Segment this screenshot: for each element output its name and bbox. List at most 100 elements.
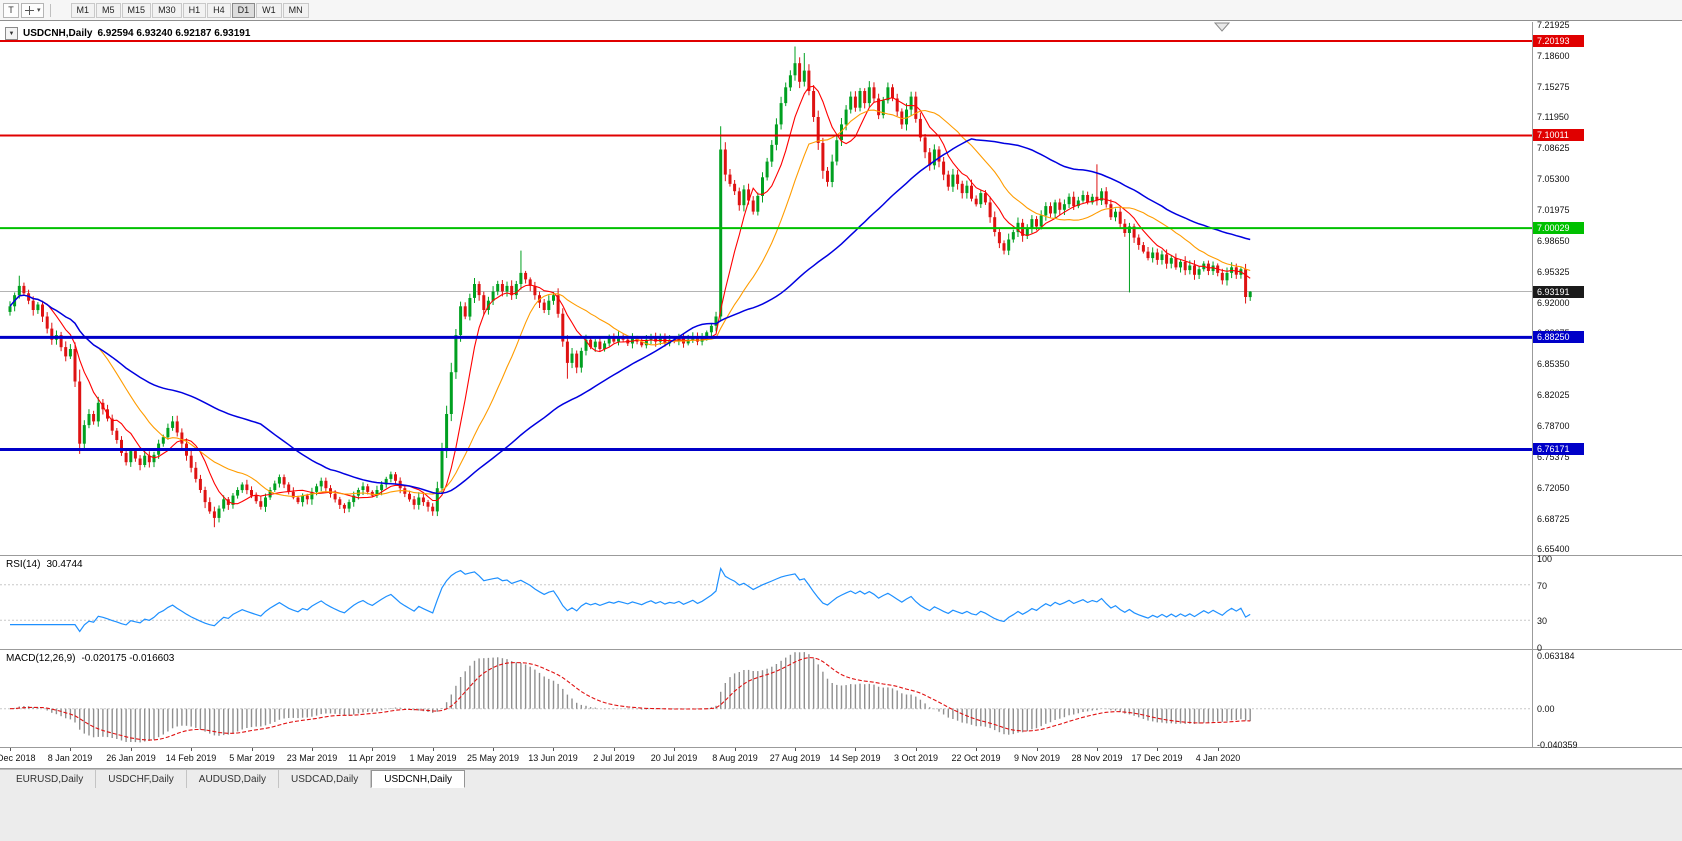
date-tick — [553, 748, 554, 751]
price-scale-label: 6.95325 — [1537, 267, 1570, 277]
date-label: 27 Aug 2019 — [769, 753, 821, 763]
chart-tabs: EURUSD,Daily USDCHF,Daily AUDUSD,Daily USDC… — [0, 770, 1682, 788]
panel-separator[interactable] — [0, 555, 1682, 556]
macd-name: MACD(12,26,9) — [6, 653, 76, 664]
chart-tab-eurusd-daily[interactable]: EURUSD,Daily — [4, 770, 97, 788]
date-tick — [1218, 748, 1219, 751]
date-tick — [312, 748, 313, 751]
chart-collapse-button[interactable]: ▼ — [5, 27, 18, 40]
date-label: 14 Sep 2019 — [829, 753, 881, 763]
chart-tab-usdcad-daily[interactable]: USDCAD,Daily — [279, 770, 372, 788]
price-scale-label: 7.15275 — [1537, 82, 1570, 92]
timeframe-button-h1[interactable]: H1 — [182, 2, 207, 18]
timeframe-button-h4[interactable]: H4 — [207, 2, 231, 18]
date-label: 5 Mar 2019 — [229, 753, 275, 763]
price-scale-label: 6.92000 — [1537, 298, 1570, 308]
timeframe-button-m5[interactable]: M5 — [96, 2, 121, 18]
date-tick — [372, 748, 373, 751]
price-scale-label: 7.18600 — [1537, 51, 1570, 61]
macd-label: MACD(12,26,9) -0.020175 -0.016603 — [6, 653, 174, 664]
date-tick — [855, 748, 856, 751]
date-label: 17 Dec 2019 — [1131, 753, 1183, 763]
chart-tab-bar: EURUSD,Daily USDCHF,Daily AUDUSD,Daily USDC… — [0, 769, 1682, 841]
rsi-scale-label: 0 — [1537, 643, 1543, 653]
rsi-panel-canvas[interactable] — [0, 556, 1532, 649]
date-label: 8 Jan 2019 — [47, 753, 93, 763]
price-scale-label: 6.68725 — [1537, 514, 1570, 524]
price-badge: 7.00029 — [1533, 222, 1584, 234]
cursor-tool-button[interactable]: ▾ — [21, 2, 44, 18]
date-tick — [10, 748, 11, 751]
date-label: 22 Oct 2019 — [951, 753, 1001, 763]
price-scale-label: 7.11950 — [1537, 112, 1569, 122]
timeframe-group: M1 M5 M15 M30 H1 H4 D1 W1 MN — [70, 2, 309, 18]
price-badge: 6.76171 — [1533, 443, 1584, 455]
macd-panel-canvas[interactable] — [0, 650, 1532, 747]
date-label: 4 Jan 2020 — [1195, 753, 1241, 763]
chart-title-ohlc: 6.92594 6.93240 6.92187 6.93191 — [97, 28, 251, 39]
rsi-name: RSI(14) — [6, 559, 41, 570]
date-tick — [1157, 748, 1158, 751]
main-chart-canvas[interactable] — [0, 22, 1532, 555]
timeframe-button-m15[interactable]: M15 — [121, 2, 152, 18]
price-axis-separator — [1532, 22, 1533, 747]
macd-scale-label: 0.00 — [1537, 704, 1555, 714]
date-label: 8 Aug 2019 — [712, 753, 758, 763]
price-badge: 7.20193 — [1533, 35, 1584, 47]
panel-separator — [0, 747, 1682, 748]
date-tick — [735, 748, 736, 751]
rsi-scale-label: 30 — [1537, 616, 1548, 626]
date-label: 26 Jan 2019 — [106, 753, 156, 763]
price-scale-label: 7.08625 — [1537, 143, 1570, 153]
date-tick — [433, 748, 434, 751]
chart-title: ▼ USDCNH,Daily 6.92594 6.93240 6.92187 6… — [5, 27, 250, 40]
date-label: 3 Oct 2019 — [893, 753, 939, 763]
chart-shift-marker[interactable] — [1213, 22, 1231, 32]
date-tick — [916, 748, 917, 751]
ma-line-slow-ma — [9, 138, 1251, 495]
date-label: 28 Nov 2019 — [1071, 753, 1123, 763]
date-tick — [674, 748, 675, 751]
timeframe-button-w1[interactable]: W1 — [256, 2, 282, 18]
date-label: 20 Dec 2018 — [0, 753, 36, 763]
price-scale-label: 6.82025 — [1537, 390, 1570, 400]
chart-tab-usdchf-daily[interactable]: USDCHF,Daily — [96, 770, 187, 788]
timeframe-button-m1[interactable]: M1 — [70, 2, 96, 18]
price-badge: 7.10011 — [1533, 129, 1584, 141]
toolbar-separator — [49, 3, 51, 17]
candlestick-series — [8, 46, 1252, 528]
macd-values: -0.020175 -0.016603 — [81, 653, 175, 664]
crosshair-icon — [25, 5, 34, 15]
date-tick — [131, 748, 132, 751]
timeframe-button-d1[interactable]: D1 — [231, 2, 256, 18]
price-scale-label: 7.05300 — [1537, 174, 1570, 184]
toolbar-button-t[interactable]: T — [3, 2, 19, 18]
axis-bottom-line — [0, 768, 1682, 769]
rsi-label: RSI(14) 30.4744 — [6, 559, 83, 570]
price-scale-label: 7.01975 — [1537, 205, 1570, 215]
timeframe-button-mn[interactable]: MN — [282, 2, 309, 18]
chart-tab-usdcnh-daily[interactable]: USDCNH,Daily — [371, 770, 466, 788]
date-label: 14 Feb 2019 — [165, 753, 217, 763]
timeframe-button-m30[interactable]: M30 — [152, 2, 182, 18]
date-tick — [976, 748, 977, 751]
date-label: 2 Jul 2019 — [593, 753, 635, 763]
rsi-scale-label: 70 — [1537, 581, 1548, 591]
panel-separator[interactable] — [0, 649, 1682, 650]
price-axis[interactable]: 7.21925 7.18600 7.15275 7.11950 7.08625 7.053… — [1533, 20, 1682, 750]
date-label: 9 Nov 2019 — [1013, 753, 1061, 763]
dropdown-caret-icon: ▾ — [37, 7, 41, 14]
price-scale-label: 6.75375 — [1537, 452, 1570, 462]
price-badge: 6.88250 — [1533, 331, 1584, 343]
chart-tab-audusd-daily[interactable]: AUDUSD,Daily — [187, 770, 280, 788]
date-label: 1 May 2019 — [409, 753, 457, 763]
price-scale-label: 7.21925 — [1537, 20, 1570, 30]
date-label: 25 May 2019 — [466, 753, 520, 763]
date-tick — [614, 748, 615, 751]
chart-title-symbol: USDCNH,Daily — [23, 28, 93, 39]
date-tick — [1097, 748, 1098, 751]
price-badge: 6.93191 — [1533, 286, 1584, 298]
date-label: 20 Jul 2019 — [650, 753, 698, 763]
date-axis[interactable]: 20 Dec 2018 8 Jan 2019 26 Jan 2019 14 Feb 2… — [0, 748, 1532, 768]
